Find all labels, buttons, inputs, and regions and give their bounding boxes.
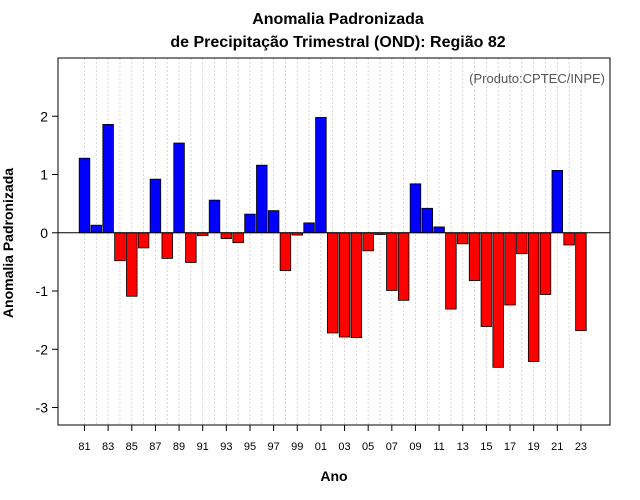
x-tick-label: 19 [528,441,540,453]
bar-00 [303,222,315,234]
x-tick-label: 83 [102,441,114,453]
x-tick-label: 03 [338,441,350,453]
x-tick-label: 85 [126,441,138,453]
bar-98 [279,232,292,272]
x-tick-label: 87 [149,441,161,453]
bar-89 [173,142,185,234]
x-tick-label: 97 [267,441,279,453]
bar-96 [256,164,268,234]
x-axis: 81 83 85 87 89 91 93 95 97 99 01 03 05 07 09 11 13 15 17 19… [78,425,587,453]
bar-13 [457,232,469,245]
bar-22 [563,232,575,246]
y-tick-label: -1 [36,283,49,299]
bar-82 [90,224,103,234]
bar-03 [338,232,351,338]
x-tick-label: 93 [220,441,232,453]
bar-17 [504,232,516,306]
bar-01 [315,117,327,234]
bar-07 [386,232,398,291]
source-note: (Produto:CPTEC/INPE) [469,71,605,86]
x-tick-label: 17 [504,441,516,453]
chart-title: Anomalia Padronizada [252,11,424,28]
y-tick-label: 1 [40,167,48,183]
bar-83 [102,124,114,234]
y-axis-label: Anomalia Padronizada [0,168,16,318]
x-tick-label: 01 [315,441,327,453]
bar-95 [244,213,256,234]
bar-97 [267,210,280,234]
bar-15 [480,232,493,327]
x-tick-label: 81 [78,441,90,453]
bar-20 [539,232,552,295]
bar-87 [149,178,162,234]
y-axis: -3 -2 -1 0 1 2 [36,108,58,416]
bar-09 [409,183,422,234]
y-tick-label: -3 [36,400,49,416]
x-tick-label: 23 [575,441,587,453]
bar-19 [527,232,540,362]
x-tick-label: 15 [480,441,492,453]
x-tick-label: 89 [173,441,185,453]
bar-86 [137,232,150,249]
x-tick-label: 13 [457,441,469,453]
bar-02 [327,232,339,334]
bar-14 [468,232,481,281]
x-tick-label: 99 [291,441,303,453]
bar-04 [350,232,363,339]
bar-81 [78,157,91,234]
bar-90 [185,232,197,263]
bar-93 [220,232,233,239]
bar-10 [421,207,433,234]
x-tick-label: 11 [433,441,444,453]
chart-subtitle: de Precipitação Trimestral (OND): Região… [170,34,505,51]
bar-16 [492,232,504,368]
y-tick-label: 2 [40,108,48,124]
x-tick-label: 05 [362,441,374,453]
x-tick-label: 91 [197,441,209,453]
bar-18 [516,232,528,255]
bar-23 [575,232,587,332]
plot-area-border [57,57,611,426]
bar-21 [551,170,564,234]
bar-92 [208,199,221,234]
x-axis-label: Ano [320,468,347,484]
bar-05 [362,232,374,252]
bar-11 [433,226,445,234]
y-tick-label: 0 [40,225,48,241]
x-tick-label: 07 [386,441,398,453]
bar-85 [126,232,138,297]
bar-84 [114,232,126,262]
bars [78,117,587,368]
y-tick-label: -2 [36,341,49,357]
bar-88 [161,232,173,259]
bar-12 [445,232,457,310]
x-tick-label: 21 [551,441,563,453]
bar-94 [232,232,244,244]
x-tick-label: 09 [409,441,421,453]
x-tick-label: 95 [244,441,256,453]
bar-08 [397,232,410,301]
